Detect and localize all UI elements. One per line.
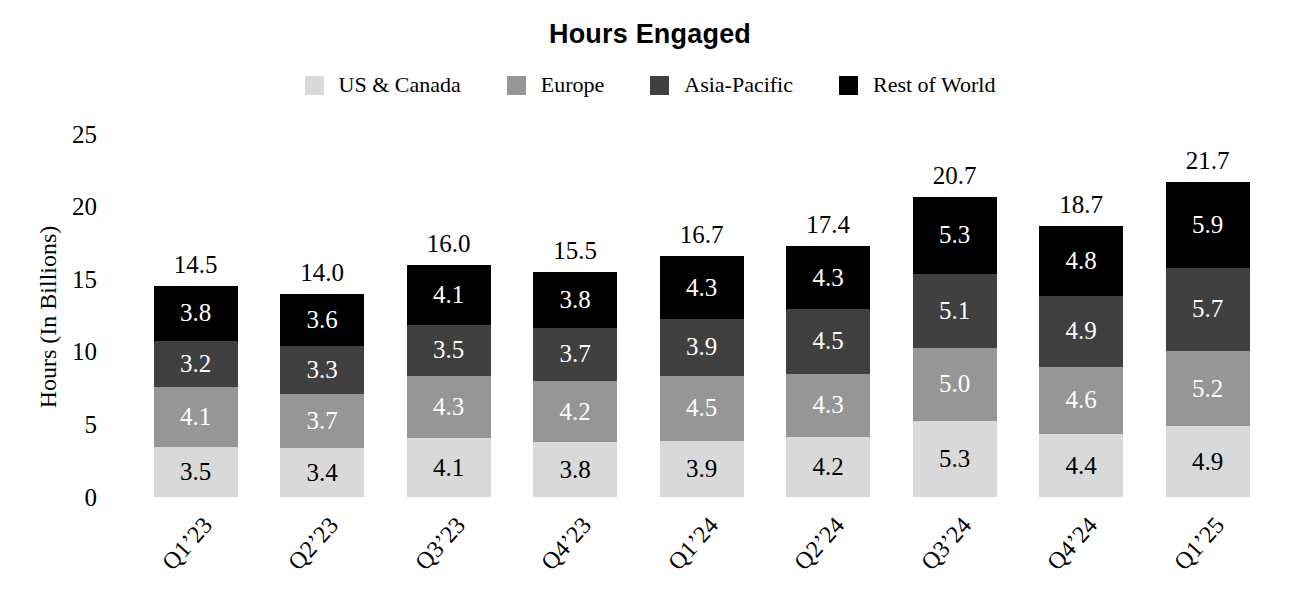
bar-segment-value: 3.8 [559, 456, 590, 484]
bar-segment-value: 3.5 [180, 458, 211, 486]
y-axis-tick-label: 15 [0, 265, 97, 295]
bar-segment-value: 4.9 [1192, 448, 1223, 476]
bar-segment-rest-of-world: 4.3 [660, 256, 744, 318]
bar-segment-value: 4.3 [812, 391, 843, 419]
bar-segment-value: 4.3 [812, 264, 843, 292]
plot-area: Hours (In Billions) 0 5 10 15 20 25 3.5 4.1 3.2 3… [0, 0, 1300, 600]
bar-segment-asia-pacific: 4.9 [1039, 296, 1123, 367]
bar-segment-us-canada: 3.4 [280, 448, 364, 497]
bar-segment-europe: 5.2 [1166, 351, 1250, 427]
y-axis-tick-label: 0 [0, 483, 97, 513]
bar-segment-asia-pacific: 5.1 [913, 274, 997, 348]
y-axis-label: Hours (In Billions) [33, 207, 63, 427]
x-axis-tick-label: Q4’23 [470, 512, 596, 600]
bar-segment-value: 5.9 [1192, 211, 1223, 239]
bar-total-label: 21.7 [1158, 146, 1258, 176]
bar-total-label: 14.5 [146, 250, 246, 280]
x-axis-tick-label: Q1’24 [596, 512, 722, 600]
x-axis-tick-label: Q3’23 [343, 512, 469, 600]
bar-total-label: 14.0 [272, 258, 372, 288]
bar-segment-us-canada: 5.3 [913, 421, 997, 498]
bar-segment-rest-of-world: 4.1 [407, 265, 491, 325]
bar-segment-asia-pacific: 5.7 [1166, 268, 1250, 351]
bar-total-label: 16.7 [652, 220, 752, 250]
bar-segment-value: 3.5 [433, 336, 464, 364]
bar-segment-value: 3.4 [306, 459, 337, 487]
bar-total-label: 15.5 [525, 236, 625, 266]
bar-segment-value: 3.7 [559, 340, 590, 368]
bar-segment-asia-pacific: 3.9 [660, 319, 744, 376]
y-axis-tick-label: 5 [0, 410, 97, 440]
chart-canvas: Hours Engaged US & CanadaEuropeAsia-Paci… [0, 0, 1300, 600]
bar-segment-europe: 4.3 [407, 376, 491, 438]
bar-segment-value: 5.2 [1192, 375, 1223, 403]
bar-segment-value: 3.3 [306, 356, 337, 384]
bar-total-label: 16.0 [399, 229, 499, 259]
bar-segment-value: 3.2 [180, 350, 211, 378]
bar-segment-rest-of-world: 5.9 [1166, 182, 1250, 268]
bar-segment-value: 4.2 [559, 398, 590, 426]
bar-segment-value: 5.3 [939, 445, 970, 473]
bar-segment-rest-of-world: 4.3 [786, 246, 870, 308]
bar-segment-value: 4.3 [686, 274, 717, 302]
bar-segment-us-canada: 4.9 [1166, 426, 1250, 497]
bar-segment-value: 4.9 [1065, 317, 1096, 345]
bar-segment-value: 3.7 [306, 407, 337, 435]
bar-segment-rest-of-world: 3.6 [280, 294, 364, 346]
bar-segment-europe: 4.3 [786, 374, 870, 436]
bar-segment-europe: 4.2 [533, 381, 617, 442]
bar-segment-asia-pacific: 3.7 [533, 328, 617, 382]
bar-total-label: 18.7 [1031, 190, 1131, 220]
bar-segment-value: 4.8 [1065, 247, 1096, 275]
bar-segment-europe: 4.5 [660, 376, 744, 441]
x-axis-tick-label: Q4’24 [976, 512, 1102, 600]
bar-segment-value: 3.9 [686, 333, 717, 361]
bar-segment-asia-pacific: 4.5 [786, 309, 870, 374]
bar-segment-rest-of-world: 4.8 [1039, 226, 1123, 296]
bar-segment-europe: 5.0 [913, 348, 997, 421]
bar-segment-rest-of-world: 5.3 [913, 197, 997, 274]
bar-total-label: 20.7 [905, 161, 1005, 191]
bar-segment-value: 4.5 [812, 327, 843, 355]
bar-segment-rest-of-world: 3.8 [154, 286, 238, 341]
bar-segment-us-canada: 3.8 [533, 442, 617, 497]
bar-segment-value: 4.2 [812, 453, 843, 481]
bar-segment-value: 4.6 [1065, 386, 1096, 414]
bar-segment-us-canada: 3.9 [660, 441, 744, 498]
y-axis-tick-label: 25 [0, 120, 97, 150]
bar-segment-us-canada: 4.2 [786, 437, 870, 498]
bar-segment-asia-pacific: 3.5 [407, 325, 491, 376]
bar-segment-rest-of-world: 3.8 [533, 272, 617, 327]
x-axis-tick-label: Q1’23 [90, 512, 216, 600]
bar-segment-europe: 3.7 [280, 394, 364, 448]
bar-segment-us-canada: 4.1 [407, 438, 491, 498]
bar-segment-value: 4.1 [433, 454, 464, 482]
bar-segment-asia-pacific: 3.2 [154, 341, 238, 387]
bar-total-label: 17.4 [778, 210, 878, 240]
bar-segment-value: 3.8 [180, 299, 211, 327]
bar-segment-value: 4.3 [433, 393, 464, 421]
bar-segment-value: 4.1 [180, 403, 211, 431]
bar-segment-us-canada: 4.4 [1039, 434, 1123, 498]
bar-segment-value: 4.4 [1065, 452, 1096, 480]
bar-segment-europe: 4.1 [154, 387, 238, 447]
y-axis-tick-label: 20 [0, 192, 97, 222]
bar-segment-asia-pacific: 3.3 [280, 346, 364, 394]
bar-segment-value: 5.1 [939, 297, 970, 325]
bar-segment-value: 5.3 [939, 221, 970, 249]
y-axis-tick-label: 10 [0, 337, 97, 367]
x-axis-tick-label: Q2’23 [217, 512, 343, 600]
x-axis-tick-label: Q3’24 [849, 512, 975, 600]
x-axis-tick-label: Q2’24 [723, 512, 849, 600]
x-axis-tick-label: Q1’25 [1102, 512, 1228, 600]
bar-segment-value: 4.5 [686, 394, 717, 422]
bar-segment-value: 5.0 [939, 370, 970, 398]
bar-segment-us-canada: 3.5 [154, 447, 238, 498]
bar-segment-value: 5.7 [1192, 295, 1223, 323]
bar-segment-value: 3.6 [306, 306, 337, 334]
bar-segment-europe: 4.6 [1039, 367, 1123, 434]
bar-segment-value: 4.1 [433, 281, 464, 309]
bar-segment-value: 3.8 [559, 286, 590, 314]
bar-segment-value: 3.9 [686, 455, 717, 483]
